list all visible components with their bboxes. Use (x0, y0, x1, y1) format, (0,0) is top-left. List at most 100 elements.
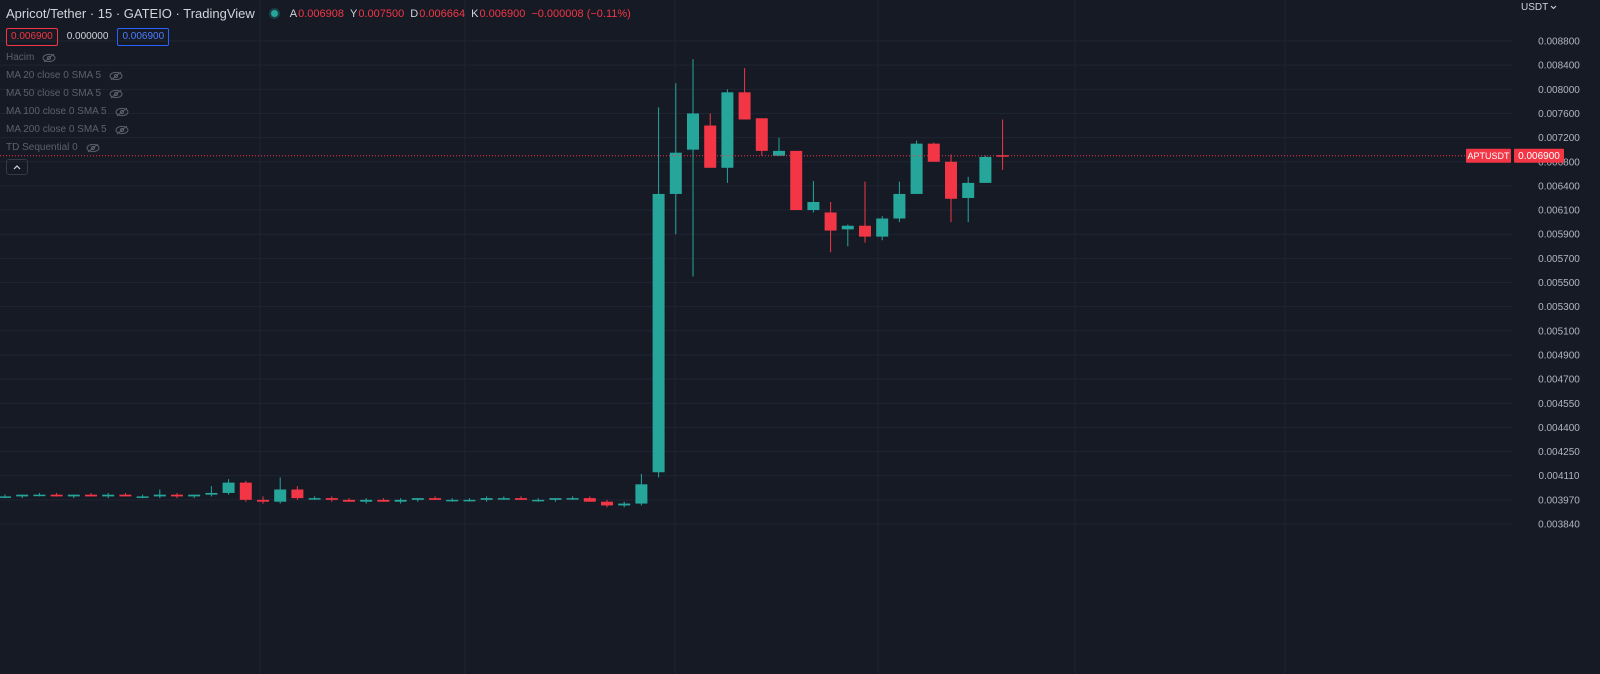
ohlc-item: D0.006664 (410, 8, 466, 20)
candle-bearish (239, 480, 252, 502)
price-tick-label: 0.005100 (1538, 326, 1580, 337)
chart-grid (0, 0, 1512, 674)
candle-body (274, 489, 287, 502)
indicator-item[interactable]: MA 100 close 0 SMA 5 (6, 103, 637, 121)
candle-bearish (85, 492, 97, 497)
price-tick-label: 0.006400 (1538, 181, 1580, 192)
candle-body (377, 499, 390, 502)
candle-body (773, 150, 785, 156)
candle-body (790, 150, 803, 211)
candle-bearish (325, 496, 338, 502)
candle-bullish (635, 473, 648, 506)
indicator-item[interactable]: Hacim (6, 49, 637, 67)
candle-bearish (704, 113, 717, 168)
symbol-tag-label: APTUSDT (1467, 151, 1510, 161)
price-tick-label: 0.007200 (1538, 133, 1580, 144)
price-tick-label: 0.004550 (1538, 399, 1580, 410)
candle-bullish (205, 486, 218, 497)
candle-bearish (945, 154, 957, 223)
candle-body (532, 499, 545, 502)
price-tick-label: 0.005500 (1538, 278, 1580, 289)
price-tick-label: 0.005700 (1538, 254, 1580, 265)
indicator-item[interactable]: MA 50 close 0 SMA 5 (6, 85, 637, 103)
bid-price-button[interactable]: 0.006900 (6, 28, 58, 46)
candle-bearish (824, 202, 837, 253)
price-tick-label: 0.004900 (1538, 350, 1580, 361)
candle-bullish (566, 496, 579, 500)
eye-off-icon[interactable] (86, 143, 100, 153)
candle-bullish (33, 492, 46, 497)
candle-bearish (755, 118, 768, 156)
candle-body (601, 501, 613, 506)
legend-title-row: Apricot/Tether · 15 · GATEIO · TradingVi… (6, 4, 637, 23)
ask-price-button[interactable]: 0.006900 (117, 28, 170, 46)
eye-off-icon[interactable] (109, 89, 123, 99)
candle-body (446, 499, 459, 502)
indicator-label: Hacim (6, 52, 35, 63)
candle-body (50, 494, 63, 497)
collapse-legend-button[interactable] (6, 159, 28, 175)
candle-body (893, 193, 906, 219)
candle-bullish (480, 496, 493, 502)
candle-body (497, 498, 510, 500)
price-tick-label: 0.004400 (1538, 423, 1580, 434)
indicator-item[interactable]: MA 20 close 0 SMA 5 (6, 67, 637, 85)
eye-off-icon[interactable] (109, 71, 123, 81)
eye-off-icon[interactable] (115, 125, 129, 135)
candle-bullish (0, 494, 11, 499)
candle-body (618, 503, 631, 506)
price-tick-label: 0.006800 (1538, 157, 1580, 168)
candle-bullish (394, 498, 407, 504)
chevron-up-icon (13, 165, 21, 170)
indicator-label: TD Sequential 0 (6, 142, 78, 153)
candle-body (755, 118, 768, 151)
candle-body (239, 482, 252, 500)
candle-bearish (601, 499, 613, 508)
candle-body (515, 498, 527, 500)
ohlc-item: K0.006900 (471, 8, 526, 20)
candle-bullish (876, 216, 889, 241)
candle-bearish (859, 181, 871, 243)
candle-series (0, 59, 1512, 508)
candle-bullish (463, 498, 476, 502)
candle-body (67, 494, 80, 497)
indicator-item[interactable]: TD Sequential 0 (6, 139, 637, 157)
ohlc-values: A0.006908 Y0.007500 D0.006664 K0.006900 (290, 4, 532, 23)
candle-bearish (119, 492, 132, 497)
price-axis[interactable]: 0.008800 0.008400 0.008000 0.007600 0.007200… (1466, 37, 1580, 531)
candle-bearish (377, 498, 390, 502)
candle-body (945, 161, 957, 199)
ohlc-item: A0.006908 (289, 8, 345, 20)
candle-body (343, 499, 355, 502)
candle-bullish (411, 498, 424, 502)
candle-bearish (583, 496, 596, 502)
candle-bearish (790, 150, 803, 211)
indicator-label: MA 50 close 0 SMA 5 (6, 88, 102, 99)
price-tick-label: 0.003970 (1538, 495, 1580, 506)
candle-bearish (738, 68, 751, 120)
candle-bullish (807, 181, 820, 213)
eye-off-icon[interactable] (115, 107, 129, 117)
candle-body (257, 499, 269, 502)
indicator-label: MA 100 close 0 SMA 5 (6, 106, 107, 117)
price-tick-label: 0.005300 (1538, 302, 1580, 313)
candle-bullish (188, 494, 201, 499)
currency-selector[interactable]: USDT (1521, 2, 1557, 13)
change-value: −0.000008 (−0.11%) (531, 7, 631, 20)
price-tick-label: 0.008800 (1538, 37, 1580, 48)
chevron-down-icon (1550, 5, 1557, 10)
candle-body (910, 143, 923, 194)
symbol-title[interactable]: Apricot/Tether · 15 · GATEIO · TradingVi… (6, 5, 255, 21)
candle-bearish (291, 486, 304, 500)
candle-body (738, 92, 751, 120)
candle-body (962, 182, 975, 198)
candle-body (669, 152, 682, 194)
indicator-item[interactable]: MA 200 close 0 SMA 5 (6, 121, 637, 139)
candle-body (859, 225, 871, 237)
eye-off-icon[interactable] (42, 53, 56, 63)
candle-bullish (773, 137, 785, 156)
candle-body (222, 482, 235, 493)
candle-bullish (618, 501, 631, 508)
candle-bullish (962, 176, 975, 223)
